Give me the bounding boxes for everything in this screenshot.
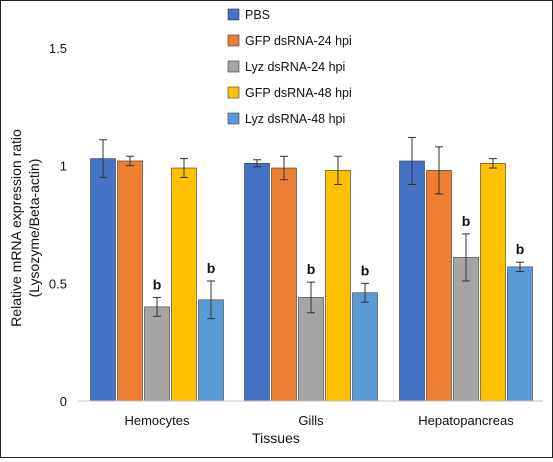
legend-swatch — [227, 112, 240, 125]
x-axis: Hemocytes Gills Hepatopancreas — [78, 400, 543, 428]
significance-label: b — [153, 276, 162, 292]
significance-label: b — [516, 241, 525, 257]
y-tick-label: 1.5 — [49, 41, 67, 56]
legend-label: Lyz dsRNA-48 hpi — [245, 112, 345, 126]
x-axis-title: Tissues — [252, 430, 300, 446]
legend-swatch — [227, 8, 240, 21]
bar — [507, 266, 533, 402]
x-tick-label: Hemocytes — [124, 413, 190, 428]
chart-legend: PBS GFP dsRNA-24 hpi Lyz dsRNA-24 hpi GFP d… — [227, 8, 352, 126]
bar — [399, 160, 425, 402]
y-axis: 0 0.5 1 1.5 — [49, 41, 67, 409]
bars-group: b b b b b b — [90, 136, 533, 402]
legend-swatch — [227, 60, 240, 73]
legend-swatch — [227, 86, 240, 99]
y-tick-label: 1 — [60, 159, 67, 174]
bar — [426, 170, 452, 402]
significance-label: b — [207, 260, 216, 276]
y-tick-label: 0.5 — [49, 276, 67, 291]
x-tick-label: Gills — [298, 413, 324, 428]
legend-label: GFP dsRNA-48 hpi — [245, 86, 352, 100]
significance-label: b — [361, 262, 370, 278]
y-tick-label: 0 — [60, 394, 67, 409]
legend-swatch — [227, 34, 240, 47]
bar — [271, 167, 297, 402]
bar — [90, 158, 116, 402]
significance-label: b — [307, 261, 316, 277]
y-axis-title-line2: (Lysozyme/Beta-actin) — [26, 159, 42, 298]
x-tick-label: Hepatopancreas — [418, 413, 514, 428]
bar — [352, 292, 378, 402]
significance-label: b — [462, 213, 471, 229]
bar — [325, 170, 351, 402]
legend-label: Lyz dsRNA-24 hpi — [245, 60, 345, 74]
bar — [144, 306, 170, 402]
bar — [480, 163, 506, 402]
y-axis-title-line1: Relative mRNA expression ratio — [8, 129, 24, 327]
bar — [244, 163, 270, 402]
legend-label: PBS — [245, 8, 270, 22]
bar — [171, 167, 197, 402]
legend-label: GFP dsRNA-24 hpi — [245, 34, 352, 48]
bar — [117, 160, 143, 402]
bar — [298, 297, 324, 402]
